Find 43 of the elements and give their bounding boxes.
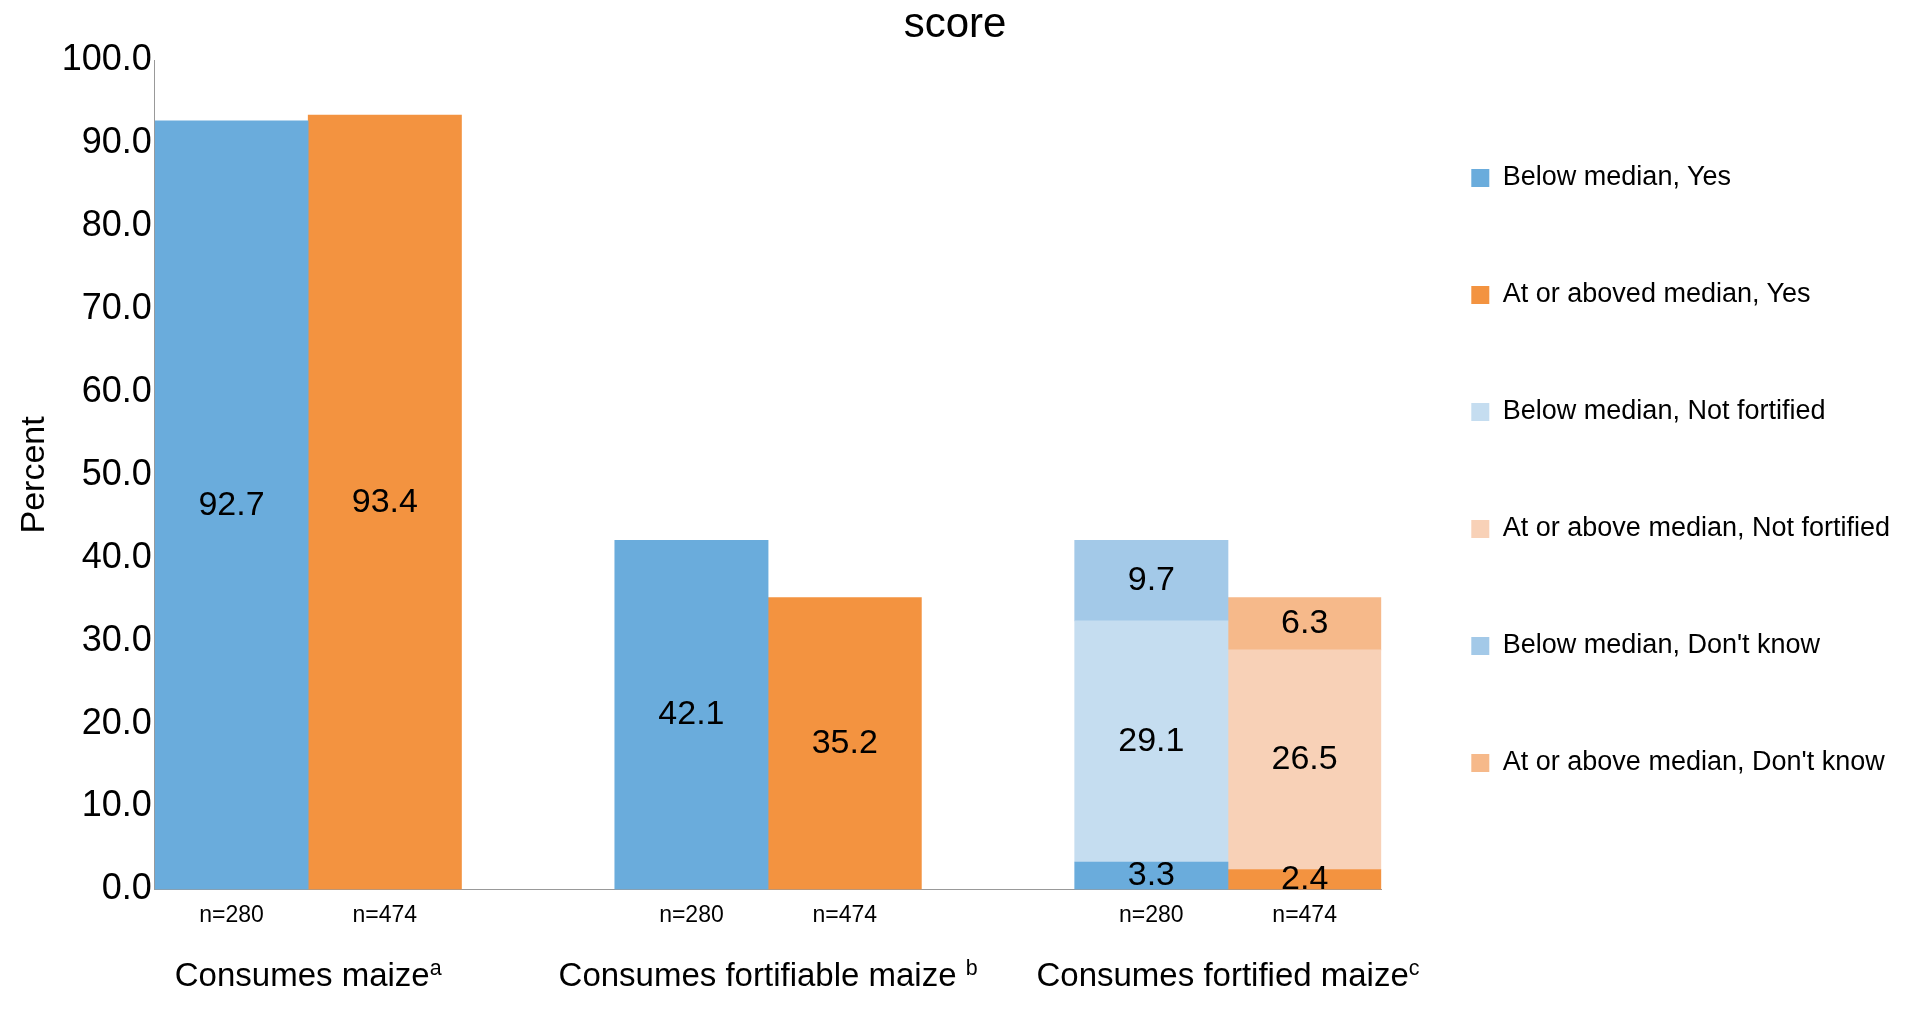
- x-tick-label: n=280: [1119, 900, 1184, 927]
- x-tick-label: n=474: [1272, 900, 1338, 927]
- data-label: 92.7: [198, 483, 265, 522]
- bar: [154, 120, 309, 890]
- bar: [1074, 540, 1229, 622]
- legend-label: Below median, Not fortified: [1502, 395, 1826, 426]
- data-label: 3.3: [1127, 854, 1175, 893]
- x-tick-label: n=280: [659, 900, 724, 927]
- bar: [614, 540, 769, 890]
- chart-title: score: [903, 0, 1007, 46]
- x-tick-label: n=474: [812, 900, 878, 927]
- y-tick-label: 60.0: [81, 368, 152, 410]
- bar: [307, 114, 462, 890]
- y-tick-label: 100.0: [61, 37, 152, 79]
- data-label: 93.4: [351, 480, 418, 519]
- legend-label: At or above median, Don't know: [1502, 746, 1886, 777]
- y-tick-label: 20.0: [81, 700, 152, 742]
- y-tick-label: 30.0: [81, 617, 152, 659]
- y-tick-label: 0.0: [101, 866, 152, 908]
- data-label: 6.3: [1281, 602, 1329, 641]
- y-tick-label: 80.0: [81, 203, 152, 245]
- legend-label: At or above median, Not fortified: [1502, 512, 1890, 543]
- text: Consumes fortifiable maize b: [558, 955, 978, 994]
- y-axis-title: Percent: [12, 415, 51, 534]
- legend-label: Below median, Don't know: [1502, 629, 1821, 660]
- data-label: 35.2: [811, 721, 878, 760]
- y-tick-label: 10.0: [81, 783, 152, 825]
- bar: [1074, 620, 1229, 863]
- data-label: 42.1: [658, 693, 725, 732]
- legend-label: At or aboved median, Yes: [1502, 278, 1811, 309]
- x-tick-label: n=280: [199, 900, 264, 927]
- y-tick-label: 40.0: [81, 534, 152, 576]
- bar: [1227, 597, 1382, 651]
- y-tick-label: 70.0: [81, 286, 152, 328]
- x-tick-label: n=474: [352, 900, 418, 927]
- data-label: 9.7: [1127, 558, 1175, 597]
- y-tick-label: 90.0: [81, 120, 152, 162]
- legend-label: Below median, Yes: [1502, 161, 1731, 192]
- data-label: 29.1: [1118, 719, 1185, 758]
- data-label: 2.4: [1281, 857, 1329, 896]
- data-label: 26.5: [1271, 738, 1338, 777]
- y-tick-label: 50.0: [81, 451, 152, 493]
- bar: [767, 597, 922, 890]
